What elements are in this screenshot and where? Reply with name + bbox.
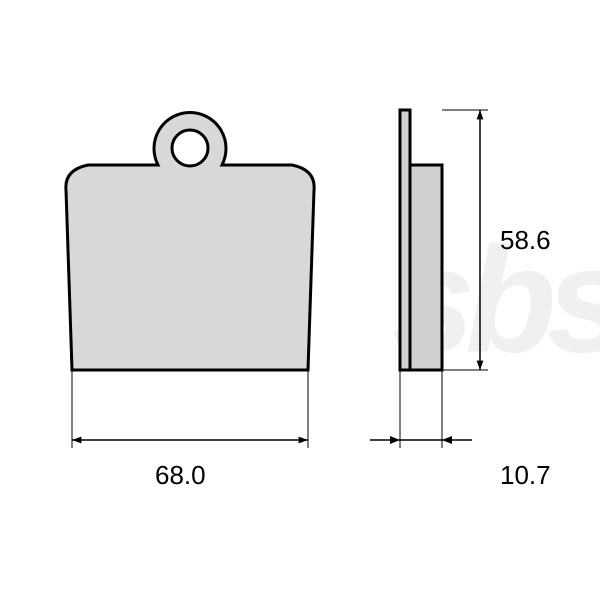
technical-drawing [0, 0, 600, 600]
width-dimension-label: 68.0 [155, 460, 206, 491]
height-dimension-label: 58.6 [500, 225, 551, 256]
thickness-dimension-label: 10.7 [500, 460, 551, 491]
